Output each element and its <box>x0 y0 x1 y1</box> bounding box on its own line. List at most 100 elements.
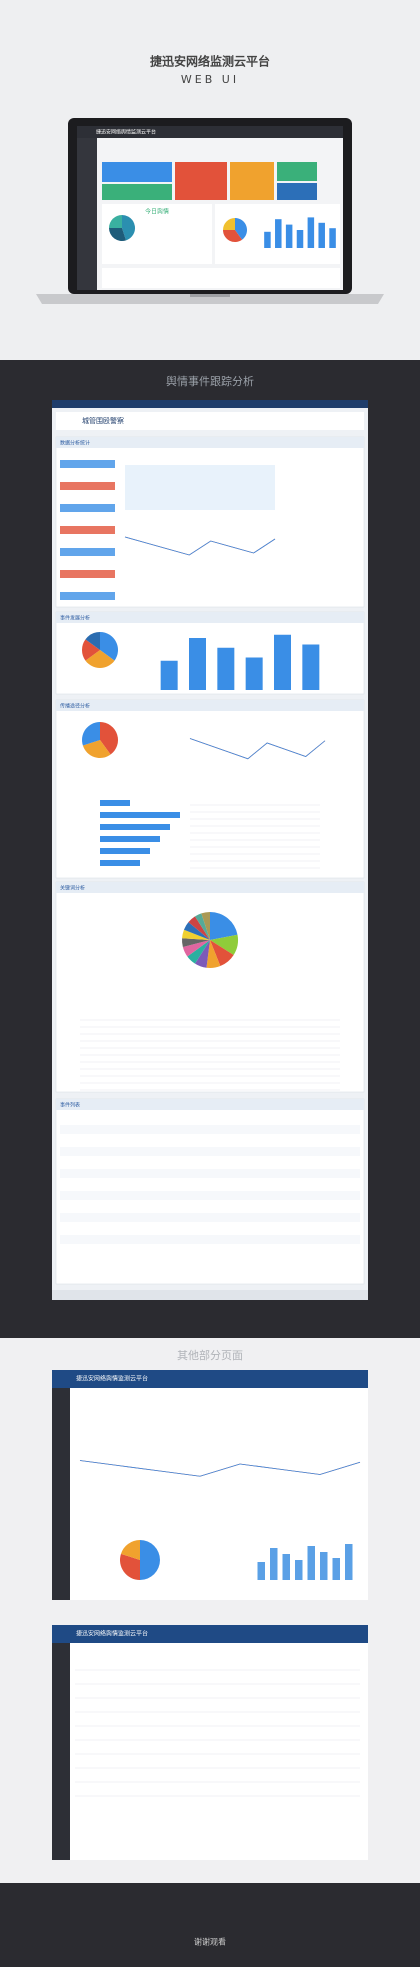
pie-slice <box>120 1553 140 1580</box>
screenshot <box>52 1370 368 1600</box>
pie-slice <box>100 722 118 755</box>
screenshot <box>52 1625 368 1860</box>
bar <box>332 1558 340 1580</box>
page-title: 捷迅安网络舆情监测云平台 <box>76 1375 148 1383</box>
block-title: 传播途径分析 <box>60 703 90 710</box>
bar <box>296 230 304 248</box>
pie-slice <box>109 215 122 228</box>
bar <box>307 217 315 248</box>
bar <box>217 647 235 690</box>
section-title: 其他部分页面 <box>177 1348 243 1362</box>
pie-slice <box>120 1540 140 1560</box>
chart-area <box>125 465 275 510</box>
list-row <box>60 1191 360 1200</box>
hbar <box>100 812 180 818</box>
pie-slice <box>85 632 100 650</box>
pie-slice <box>82 740 111 758</box>
bar <box>189 638 206 690</box>
list-row <box>60 1158 360 1167</box>
hbar <box>100 848 150 854</box>
bar <box>307 1546 315 1580</box>
pie-slice <box>210 940 234 967</box>
field <box>60 570 115 578</box>
pie-slice <box>109 228 127 242</box>
bar <box>245 657 263 690</box>
pie-slice <box>187 940 210 964</box>
list-row <box>60 1180 360 1189</box>
tile <box>230 162 274 200</box>
list-row <box>60 1147 360 1156</box>
panel-footer <box>52 1290 368 1300</box>
laptop-notch <box>190 294 230 297</box>
hero-title: 捷迅安网络监测云平台 <box>150 54 270 69</box>
pie-slice <box>201 912 210 940</box>
block-title: 事件列表 <box>60 1102 80 1109</box>
pie-slice <box>223 218 235 230</box>
list-row <box>60 1136 360 1145</box>
app-sidebar <box>52 1643 70 1860</box>
pie-slice <box>210 912 238 940</box>
list-row <box>60 1125 360 1134</box>
pie-slice <box>194 940 210 968</box>
tile <box>102 184 172 200</box>
app-sidebar <box>52 1388 70 1600</box>
event-title: 城管围殴警察 <box>82 416 124 425</box>
field <box>60 504 115 512</box>
bar <box>274 634 291 690</box>
block-title: 数据分析统计 <box>60 440 90 447</box>
app-topbar <box>52 1370 368 1388</box>
pie-slice <box>85 650 115 668</box>
app-topbar <box>52 1625 368 1643</box>
bar <box>295 1560 303 1580</box>
list-row <box>60 1224 360 1233</box>
list-row <box>60 1213 360 1222</box>
bar <box>264 231 271 248</box>
tile <box>102 162 172 182</box>
pie-slice <box>206 940 221 968</box>
pie-slice <box>100 632 119 661</box>
bar <box>160 660 178 690</box>
bar <box>329 228 336 248</box>
block-header <box>56 1099 364 1110</box>
line <box>79 1460 361 1477</box>
pie-slice <box>223 230 243 242</box>
pie-slice <box>182 940 210 957</box>
field <box>60 482 115 490</box>
bar <box>282 1554 290 1580</box>
field <box>60 460 115 468</box>
bar <box>285 224 293 248</box>
list-row <box>60 1202 360 1211</box>
footer-bg <box>0 1883 420 1967</box>
pie-slice <box>140 1540 160 1580</box>
bar <box>270 1548 278 1580</box>
hbar <box>100 860 140 866</box>
pie-slice <box>235 218 248 240</box>
tile <box>175 162 227 200</box>
pie-slice <box>182 929 210 940</box>
hbar <box>100 824 170 830</box>
bar <box>320 1552 328 1580</box>
event-bar <box>56 412 364 430</box>
block-title: 事件发展分析 <box>60 615 90 622</box>
hbar <box>100 836 160 842</box>
panel <box>102 268 340 288</box>
bar <box>257 1562 265 1580</box>
list-row <box>60 1169 360 1178</box>
pie-slice <box>210 934 239 956</box>
section-title: 舆情事件跟踪分析 <box>166 374 254 388</box>
pie-slice <box>194 913 210 940</box>
block-header <box>56 437 364 448</box>
block-header <box>56 882 364 893</box>
app-title: 捷迅安网络舆情监测云平台 <box>96 129 156 136</box>
pie-slice <box>183 922 210 940</box>
bar <box>275 219 282 248</box>
laptop-base <box>36 294 384 304</box>
block-header <box>56 700 364 711</box>
footer-text: 谢谢观看 <box>194 1937 226 1947</box>
hbar <box>100 800 130 806</box>
line <box>124 536 276 556</box>
field <box>60 592 115 600</box>
app-sidebar <box>77 138 97 290</box>
